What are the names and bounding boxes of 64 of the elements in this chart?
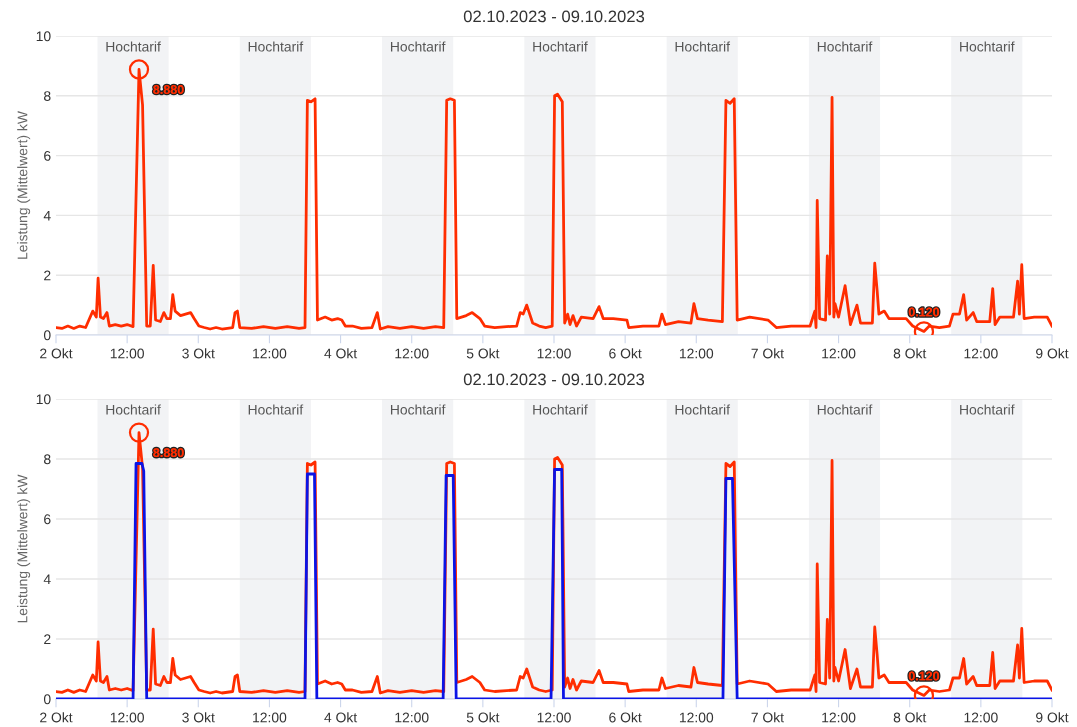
band-label: Hochtarif <box>960 41 1015 52</box>
y-tick-label: 2 <box>44 634 51 645</box>
chart-title: 02.10.2023 - 09.10.2023 <box>463 373 645 386</box>
x-tick-label: 12:00 <box>253 348 287 359</box>
x-tick-label: 9 Okt <box>1036 712 1069 723</box>
band-label: Hochtarif <box>675 404 731 415</box>
y-tick-label: 4 <box>43 210 51 221</box>
y-tick-label: 6 <box>44 514 51 525</box>
x-tick-label: 12:00 <box>110 712 144 723</box>
annotation: 8.880 <box>153 448 184 458</box>
x-tick-label: 7 Okt <box>751 348 784 359</box>
band-label: Hochtarif <box>533 41 588 52</box>
x-tick-label: 2 Okt <box>40 712 73 723</box>
annotation: 8.880 <box>153 85 184 94</box>
band-label: Hochtarif <box>106 404 161 415</box>
x-tick-label: 4 Okt <box>324 348 358 359</box>
x-tick-label: 12:00 <box>964 712 998 723</box>
y-tick-label: 4 <box>43 574 51 585</box>
x-tick-label: 12:00 <box>395 348 429 359</box>
x-tick-label: 12:00 <box>822 712 856 723</box>
y-tick-label: 10 <box>36 394 51 405</box>
y-axis-title: Leistung (Mittelwert) kW <box>17 474 31 623</box>
y-tick-label: 0 <box>43 330 51 341</box>
x-tick-label: 3 Okt <box>182 348 215 359</box>
y-tick-label: 0 <box>43 694 51 705</box>
x-tick-label: 9 Okt <box>1036 348 1069 359</box>
x-tick-label: 12:00 <box>537 712 571 723</box>
chart-title: 02.10.2023 - 09.10.2023 <box>463 10 645 23</box>
x-tick-label: 7 Okt <box>751 712 784 723</box>
y-tick-label: 6 <box>44 150 51 161</box>
x-tick-label: 12:00 <box>537 348 571 359</box>
annotation: 0.120 <box>908 307 940 317</box>
annotation: 0.120 <box>908 671 940 681</box>
band-label: Hochtarif <box>675 41 731 52</box>
x-tick-label: 6 Okt <box>609 348 642 359</box>
x-tick-label: 8 Okt <box>893 712 927 723</box>
x-tick-label: 3 Okt <box>182 712 215 723</box>
x-tick-label: 2 Okt <box>40 348 73 359</box>
y-tick-label: 8 <box>44 91 51 101</box>
x-tick-label: 12:00 <box>110 348 144 359</box>
x-tick-label: 12:00 <box>964 348 998 359</box>
x-tick-label: 12:00 <box>395 712 429 723</box>
band-label: Hochtarif <box>960 404 1015 415</box>
band-label: Hochtarif <box>391 41 446 52</box>
x-tick-label: 12:00 <box>679 348 714 359</box>
band-label: Hochtarif <box>533 404 588 415</box>
band-label: Hochtarif <box>248 404 304 415</box>
x-tick-label: 4 Okt <box>324 712 358 723</box>
x-tick-label: 12:00 <box>822 348 856 359</box>
band-label: Hochtarif <box>817 404 873 415</box>
band-label: Hochtarif <box>391 404 446 415</box>
x-tick-label: 12:00 <box>679 712 714 723</box>
y-tick-label: 10 <box>36 31 51 42</box>
y-axis-title: Leistung (Mittelwert) kW <box>17 111 31 259</box>
y-tick-label: 2 <box>44 270 51 281</box>
x-tick-label: 5 Okt <box>466 712 500 723</box>
x-tick-label: 12:00 <box>253 712 287 723</box>
x-tick-label: 8 Okt <box>893 348 927 359</box>
x-tick-label: 6 Okt <box>609 712 642 723</box>
band-label: Hochtarif <box>248 41 304 52</box>
band-label: Hochtarif <box>106 41 161 52</box>
x-tick-label: 5 Okt <box>466 348 500 359</box>
band-label: Hochtarif <box>817 41 873 52</box>
y-tick-label: 8 <box>44 454 51 465</box>
